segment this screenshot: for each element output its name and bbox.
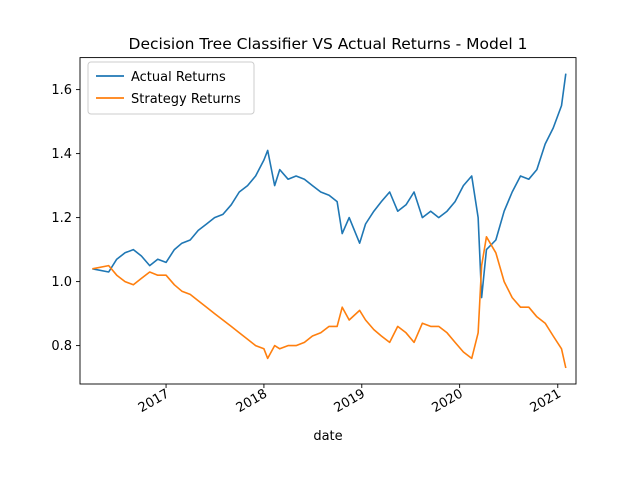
y-tick-label: 1.4 bbox=[51, 147, 72, 162]
legend-label-strategy-returns: Strategy Returns bbox=[131, 92, 241, 107]
legend-box bbox=[87, 61, 255, 115]
plot-area bbox=[79, 57, 577, 385]
y-axis: 0.8 1.0 1.2 1.4 1.6 bbox=[51, 83, 80, 354]
x-axis-label: date bbox=[313, 429, 342, 444]
y-tick-label: 0.8 bbox=[51, 339, 72, 354]
series-line-strategy-returns bbox=[92, 236, 567, 369]
y-tick-label: 1.6 bbox=[51, 83, 72, 98]
legend: Actual Returns Strategy Returns bbox=[87, 61, 255, 115]
y-tick-label: 1.0 bbox=[51, 275, 72, 290]
y-tick-label: 1.2 bbox=[51, 211, 72, 226]
series-line-actual-returns bbox=[92, 73, 567, 299]
legend-label-actual-returns: Actual Returns bbox=[131, 70, 226, 85]
axes-frame bbox=[79, 57, 577, 385]
chart-title: Decision Tree Classifier VS Actual Retur… bbox=[129, 35, 528, 53]
